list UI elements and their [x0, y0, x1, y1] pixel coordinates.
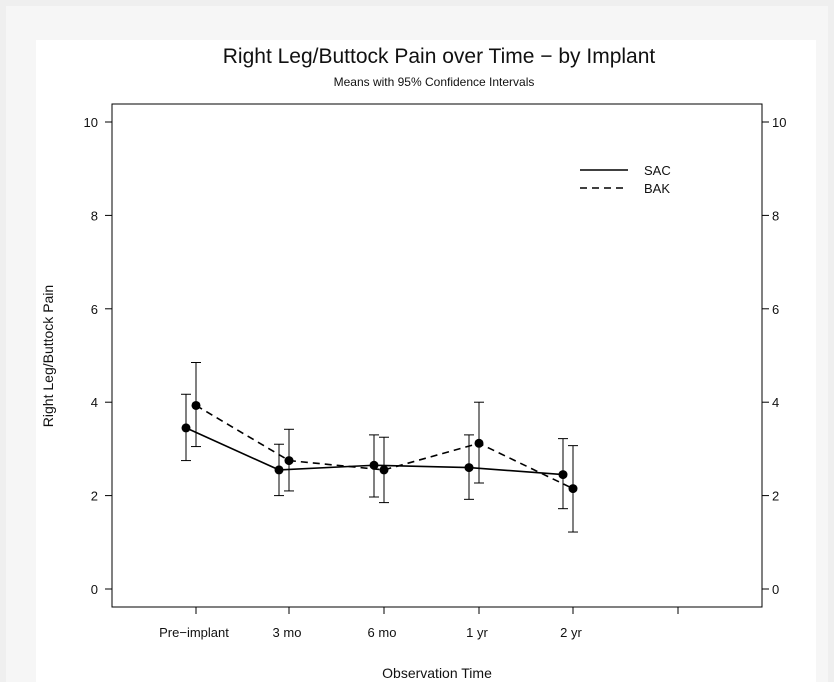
- y-tick-label-right: 2: [772, 489, 779, 504]
- data-point: [181, 423, 191, 433]
- series-layer: [181, 362, 578, 533]
- data-point: [369, 460, 379, 470]
- series-sac: [181, 393, 568, 510]
- data-point: [274, 465, 284, 475]
- legend-label-bak: BAK: [644, 181, 670, 196]
- y-axis-right: 0 2 4 6 8 10: [762, 115, 786, 597]
- data-point: [558, 470, 568, 480]
- y-tick-label-right: 10: [772, 115, 786, 130]
- x-tick-label: 3 mo: [273, 625, 302, 640]
- y-axis-left: 0 2 4 6 8 10: [84, 115, 112, 597]
- y-tick-label-left: 2: [91, 489, 98, 504]
- series-bak: [191, 362, 578, 533]
- y-tick-label-right: 6: [772, 302, 779, 317]
- y-tick-label-left: 0: [91, 582, 98, 597]
- x-axis-label: Observation Time: [382, 665, 492, 681]
- y-tick-label-left: 4: [91, 395, 98, 410]
- chart-title: Right Leg/Buttock Pain over Time − by Im…: [223, 45, 656, 68]
- x-tick-label: 2 yr: [560, 625, 582, 640]
- x-tick-label: 1 yr: [466, 625, 488, 640]
- y-tick-label-right: 4: [772, 395, 779, 410]
- x-axis: Pre−implant 3 mo 6 mo 1 yr 2 yr: [159, 607, 679, 640]
- x-tick-label: Pre−implant: [159, 625, 229, 640]
- y-tick-label-left: 8: [91, 208, 98, 223]
- legend-label-sac: SAC: [644, 163, 671, 178]
- x-tick-label: 6 mo: [368, 625, 397, 640]
- y-tick-label-left: 10: [84, 115, 98, 130]
- data-point: [568, 484, 578, 494]
- data-point: [474, 438, 484, 448]
- series-line-bak: [195, 404, 574, 490]
- data-point: [191, 400, 201, 410]
- legend: SAC BAK: [580, 163, 671, 196]
- y-axis-label: Right Leg/Buttock Pain: [40, 285, 56, 427]
- chart-panel: [36, 40, 816, 682]
- chart-subtitle: Means with 95% Confidence Intervals: [334, 75, 535, 89]
- y-tick-label-right: 0: [772, 582, 779, 597]
- y-tick-label-left: 6: [91, 302, 98, 317]
- data-point: [379, 465, 389, 475]
- plot-box: [111, 103, 763, 608]
- data-point: [284, 456, 294, 466]
- data-point: [464, 463, 474, 473]
- y-tick-label-right: 8: [772, 208, 779, 223]
